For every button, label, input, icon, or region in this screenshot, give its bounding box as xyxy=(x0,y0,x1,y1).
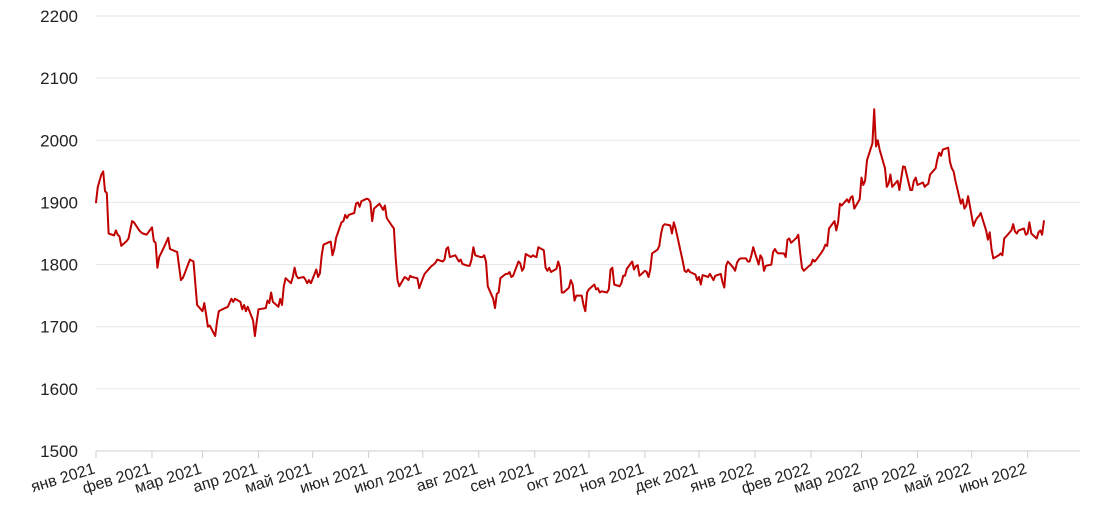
y-tick-label: 1700 xyxy=(40,318,78,337)
y-tick-label: 1600 xyxy=(40,380,78,399)
y-tick-label: 2200 xyxy=(40,7,78,26)
y-tick-label: 2100 xyxy=(40,69,78,88)
y-tick-label: 1900 xyxy=(40,193,78,212)
y-tick-label: 1800 xyxy=(40,256,78,275)
y-tick-label: 2000 xyxy=(40,131,78,150)
series-layer xyxy=(95,108,1045,337)
y-tick-label: 1500 xyxy=(40,442,78,461)
series-line xyxy=(95,108,1045,337)
y-axis: 1500 1600 1700 1800 1900 2000 2100 2200 xyxy=(40,7,78,461)
grid-lines xyxy=(96,15,1080,390)
